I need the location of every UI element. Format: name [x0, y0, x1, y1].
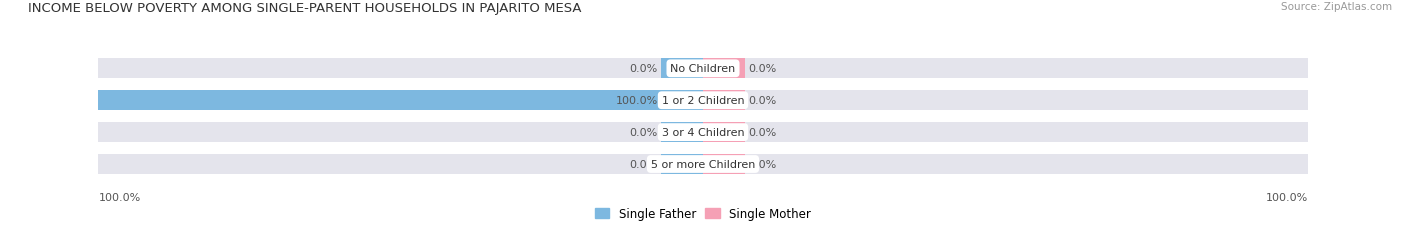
Text: 100.0%: 100.0%	[616, 96, 658, 106]
Text: 1 or 2 Children: 1 or 2 Children	[662, 96, 744, 106]
Bar	[703, 155, 745, 174]
Text: 0.0%: 0.0%	[630, 128, 658, 137]
Text: INCOME BELOW POVERTY AMONG SINGLE-PARENT HOUSEHOLDS IN PAJARITO MESA: INCOME BELOW POVERTY AMONG SINGLE-PARENT…	[28, 2, 582, 15]
Bar	[661, 59, 703, 79]
Bar	[703, 59, 1308, 79]
Bar	[703, 155, 1308, 174]
Bar	[703, 123, 745, 142]
Bar	[98, 91, 703, 111]
Bar	[703, 59, 745, 79]
Bar	[98, 123, 703, 142]
Text: 0.0%: 0.0%	[630, 64, 658, 74]
Text: Source: ZipAtlas.com: Source: ZipAtlas.com	[1281, 2, 1392, 12]
Text: 0.0%: 0.0%	[748, 128, 776, 137]
Bar	[98, 155, 703, 174]
Text: 3 or 4 Children: 3 or 4 Children	[662, 128, 744, 137]
Text: 0.0%: 0.0%	[748, 159, 776, 169]
Bar	[661, 123, 703, 142]
Bar	[98, 91, 703, 111]
Bar	[98, 59, 703, 79]
Bar	[703, 91, 745, 111]
Text: 0.0%: 0.0%	[748, 96, 776, 106]
Bar	[661, 155, 703, 174]
Bar	[703, 91, 1308, 111]
Bar	[661, 91, 703, 111]
Text: 100.0%: 100.0%	[98, 192, 141, 202]
Text: 100.0%: 100.0%	[1265, 192, 1308, 202]
Text: 0.0%: 0.0%	[630, 159, 658, 169]
Text: 5 or more Children: 5 or more Children	[651, 159, 755, 169]
Bar	[703, 123, 1308, 142]
Legend: Single Father, Single Mother: Single Father, Single Mother	[591, 203, 815, 225]
Text: No Children: No Children	[671, 64, 735, 74]
Text: 0.0%: 0.0%	[748, 64, 776, 74]
